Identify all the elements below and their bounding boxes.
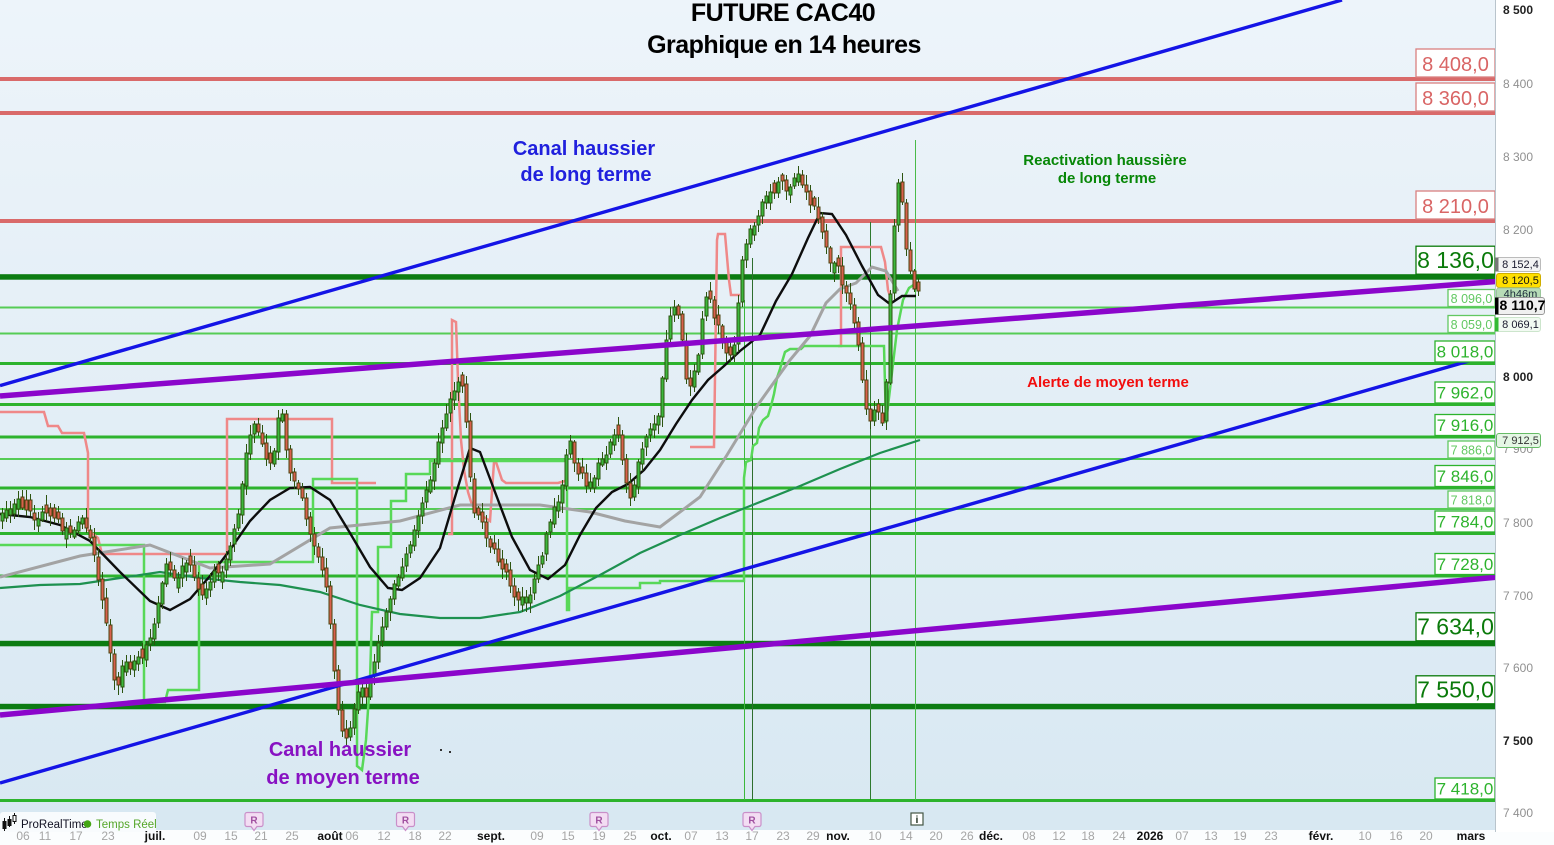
svg-text:19: 19 bbox=[592, 829, 606, 843]
svg-text:06: 06 bbox=[345, 829, 359, 843]
svg-text:nov.: nov. bbox=[826, 829, 850, 843]
svg-text:2026: 2026 bbox=[1137, 829, 1164, 843]
svg-text:8 096,0: 8 096,0 bbox=[1451, 292, 1493, 306]
svg-text:8 200: 8 200 bbox=[1503, 223, 1533, 237]
svg-text:7 600: 7 600 bbox=[1503, 661, 1533, 675]
svg-text:R: R bbox=[748, 816, 756, 827]
svg-text:7 728,0: 7 728,0 bbox=[1437, 555, 1494, 574]
svg-text:de long terme: de long terme bbox=[1058, 170, 1156, 187]
svg-text:7 962,0: 7 962,0 bbox=[1437, 383, 1494, 402]
svg-text:8 360,0: 8 360,0 bbox=[1422, 88, 1489, 110]
svg-text:10: 10 bbox=[1358, 829, 1372, 843]
svg-text:ProRealTime: ProRealTime bbox=[21, 819, 88, 831]
svg-text:11: 11 bbox=[39, 829, 52, 843]
svg-text:sept.: sept. bbox=[477, 829, 505, 843]
svg-text:août: août bbox=[317, 829, 342, 843]
svg-text:Alerte de moyen terme: Alerte de moyen terme bbox=[1027, 374, 1189, 391]
svg-text:07: 07 bbox=[1175, 829, 1189, 843]
svg-text:13: 13 bbox=[715, 829, 729, 843]
svg-text:16: 16 bbox=[1389, 829, 1403, 843]
svg-text:7 418,0: 7 418,0 bbox=[1437, 779, 1494, 798]
svg-text:09: 09 bbox=[193, 829, 207, 843]
svg-text:21: 21 bbox=[254, 829, 268, 843]
svg-text:12: 12 bbox=[1052, 829, 1066, 843]
svg-text:7 912,5: 7 912,5 bbox=[1502, 435, 1539, 447]
svg-text:10: 10 bbox=[868, 829, 882, 843]
svg-text:déc.: déc. bbox=[979, 829, 1003, 843]
svg-text:7 818,0: 7 818,0 bbox=[1451, 493, 1493, 507]
svg-text:17: 17 bbox=[745, 829, 759, 843]
svg-text:8 210,0: 8 210,0 bbox=[1422, 196, 1489, 218]
svg-text:de long terme: de long terme bbox=[520, 164, 651, 186]
svg-text:20: 20 bbox=[1419, 829, 1433, 843]
svg-text:8 059,0: 8 059,0 bbox=[1451, 318, 1493, 332]
svg-text:23: 23 bbox=[101, 829, 115, 843]
svg-text:09: 09 bbox=[530, 829, 544, 843]
svg-text:8 069,1: 8 069,1 bbox=[1502, 319, 1539, 331]
svg-text:14: 14 bbox=[899, 829, 913, 843]
svg-text:7 634,0: 7 634,0 bbox=[1417, 614, 1494, 640]
svg-text:26: 26 bbox=[960, 829, 974, 843]
svg-text:FUTURE CAC40: FUTURE CAC40 bbox=[691, 0, 875, 27]
svg-text:févr.: févr. bbox=[1309, 829, 1334, 843]
svg-text:8 400: 8 400 bbox=[1503, 77, 1533, 91]
svg-text:Canal haussier: Canal haussier bbox=[513, 138, 656, 160]
svg-text:8 110,7: 8 110,7 bbox=[1500, 297, 1546, 313]
svg-text:25: 25 bbox=[623, 829, 637, 843]
svg-text:Reactivation haussière: Reactivation haussière bbox=[1023, 152, 1186, 169]
svg-text:mars: mars bbox=[1457, 829, 1486, 843]
svg-text:7 916,0: 7 916,0 bbox=[1437, 416, 1494, 435]
svg-text:15: 15 bbox=[561, 829, 575, 843]
svg-text:8 300: 8 300 bbox=[1503, 150, 1533, 164]
svg-text:22: 22 bbox=[438, 829, 452, 843]
svg-text:7 400: 7 400 bbox=[1503, 806, 1533, 820]
svg-text:Graphique en 14 heures: Graphique en 14 heures bbox=[647, 31, 921, 59]
svg-text:7 700: 7 700 bbox=[1503, 589, 1533, 603]
svg-text:06: 06 bbox=[16, 829, 30, 843]
svg-text:7 886,0: 7 886,0 bbox=[1451, 443, 1493, 457]
svg-text:7 500: 7 500 bbox=[1503, 734, 1533, 748]
svg-text:18: 18 bbox=[1081, 829, 1095, 843]
svg-text:29: 29 bbox=[806, 829, 820, 843]
svg-text:20: 20 bbox=[929, 829, 943, 843]
svg-text:18: 18 bbox=[408, 829, 422, 843]
svg-text:oct.: oct. bbox=[650, 829, 671, 843]
svg-text:8 120,5: 8 120,5 bbox=[1502, 275, 1539, 287]
svg-text:12: 12 bbox=[377, 829, 391, 843]
svg-text:8 136,0: 8 136,0 bbox=[1417, 247, 1494, 273]
svg-text:de moyen terme: de moyen terme bbox=[266, 767, 419, 789]
svg-text:R: R bbox=[250, 816, 258, 827]
svg-text:i: i bbox=[916, 814, 919, 826]
svg-text:Canal haussier: Canal haussier bbox=[269, 739, 412, 761]
svg-text:Temps Réel: Temps Réel bbox=[96, 819, 157, 831]
svg-text:13: 13 bbox=[1204, 829, 1218, 843]
svg-text:8 018,0: 8 018,0 bbox=[1437, 342, 1494, 361]
svg-text:7 784,0: 7 784,0 bbox=[1437, 512, 1494, 531]
svg-text:8 500: 8 500 bbox=[1503, 3, 1533, 17]
svg-text:8 000: 8 000 bbox=[1503, 370, 1533, 384]
svg-text:17: 17 bbox=[69, 829, 83, 843]
svg-text:R: R bbox=[595, 816, 603, 827]
svg-text:07: 07 bbox=[684, 829, 698, 843]
svg-text:25: 25 bbox=[285, 829, 299, 843]
svg-text:8 408,0: 8 408,0 bbox=[1422, 54, 1489, 76]
svg-text:8 152,4: 8 152,4 bbox=[1502, 259, 1539, 271]
svg-text:08: 08 bbox=[1022, 829, 1036, 843]
svg-text:7 550,0: 7 550,0 bbox=[1417, 677, 1494, 703]
svg-text:24: 24 bbox=[1112, 829, 1126, 843]
svg-text:7 846,0: 7 846,0 bbox=[1437, 467, 1494, 486]
svg-text:19: 19 bbox=[1233, 829, 1247, 843]
svg-text:23: 23 bbox=[776, 829, 790, 843]
svg-text:23: 23 bbox=[1264, 829, 1278, 843]
svg-text:R: R bbox=[402, 816, 410, 827]
svg-text:juil.: juil. bbox=[144, 829, 166, 843]
svg-text:15: 15 bbox=[224, 829, 238, 843]
svg-text:7 800: 7 800 bbox=[1503, 516, 1533, 530]
